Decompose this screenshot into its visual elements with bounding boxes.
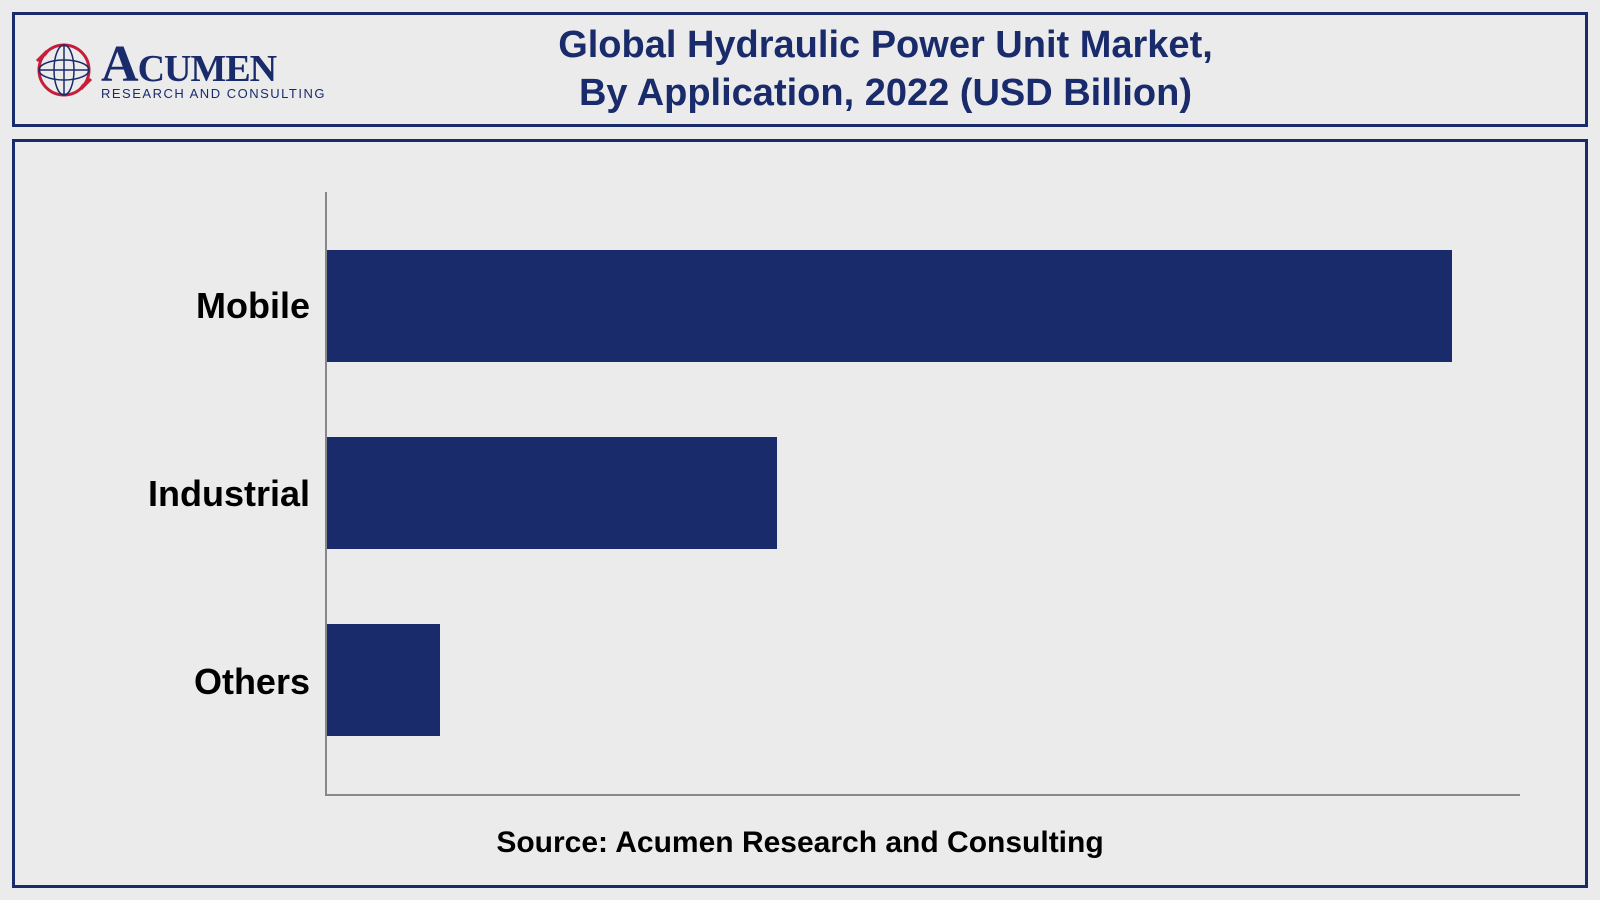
bars-area (325, 192, 1520, 796)
logo-brand-rest: CUMEN (138, 48, 277, 90)
logo: ACUMEN RESEARCH AND CONSULTING (35, 39, 326, 100)
bar-others (327, 624, 440, 736)
title-line-2: By Application, 2022 (USD Billion) (326, 70, 1445, 118)
logo-brand-first-letter: A (101, 36, 138, 93)
y-axis-labels: Mobile Industrial Others (80, 192, 325, 796)
globe-icon (35, 41, 93, 99)
category-label: Industrial (80, 473, 310, 515)
chart-plot-area: Mobile Industrial Others (80, 192, 1520, 796)
source-attribution: Source: Acumen Research and Consulting (80, 826, 1520, 860)
bar-row (327, 250, 1520, 362)
bar-industrial (327, 437, 777, 549)
chart-container: Mobile Industrial Others Source: Acumen … (12, 139, 1588, 888)
logo-subtext: RESEARCH AND CONSULTING (101, 87, 326, 100)
bar-row (327, 437, 1520, 549)
category-label: Others (80, 661, 310, 703)
bar-mobile (327, 250, 1452, 362)
category-label: Mobile (80, 285, 310, 327)
logo-text: ACUMEN RESEARCH AND CONSULTING (101, 39, 326, 100)
logo-brand: ACUMEN (101, 39, 326, 91)
chart-title: Global Hydraulic Power Unit Market, By A… (326, 22, 1565, 117)
title-line-1: Global Hydraulic Power Unit Market, (326, 22, 1445, 70)
header-container: ACUMEN RESEARCH AND CONSULTING Global Hy… (12, 12, 1588, 127)
bar-row (327, 624, 1520, 736)
